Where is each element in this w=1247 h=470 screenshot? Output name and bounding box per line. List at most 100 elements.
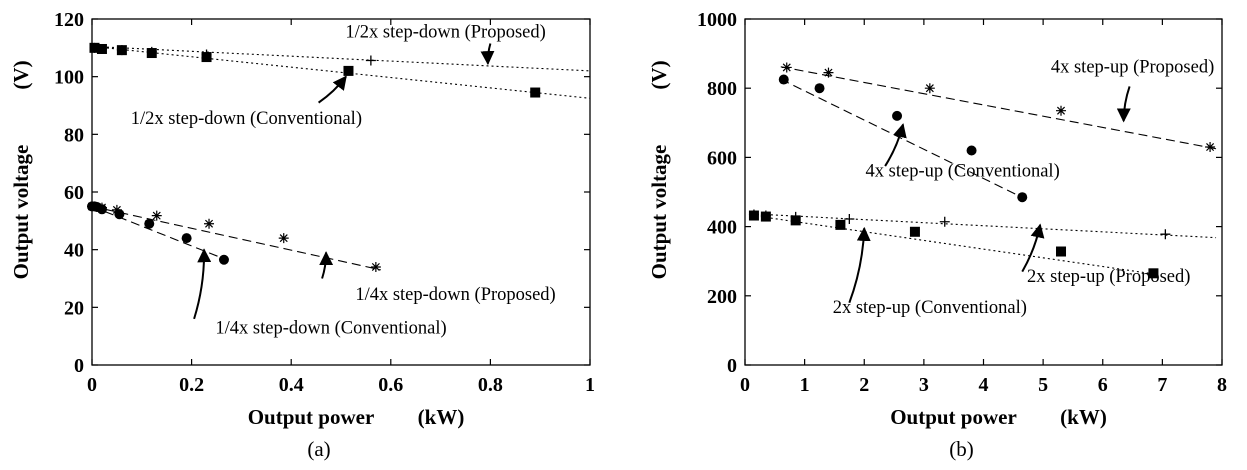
- marker-circle: [144, 218, 155, 229]
- annotation-3: 2x step-up (Proposed): [1021, 223, 1190, 287]
- y-tick-label: 60: [64, 182, 84, 204]
- annotation-label: 4x step-up (Proposed): [1051, 58, 1214, 78]
- annotation-2: 4x step-up (Conventional): [866, 123, 1060, 181]
- y-axis-unit: (V): [9, 60, 33, 89]
- y-tick-label: 120: [54, 9, 84, 31]
- series-3: [87, 201, 381, 272]
- series-line: [91, 205, 381, 271]
- marker-square: [530, 87, 541, 98]
- marker-square: [1148, 268, 1159, 279]
- marker-plus: [844, 213, 855, 224]
- x-tick-label: 4: [979, 374, 989, 396]
- annotation-arrow: [1116, 86, 1131, 123]
- y-axis-label: Output voltage: [9, 145, 33, 280]
- marker-asterisk: [204, 218, 215, 229]
- marker-plus: [1160, 229, 1171, 240]
- x-tick-label: 0: [87, 374, 97, 396]
- x-tick-label: 8: [1217, 374, 1227, 396]
- panel-caption: (b): [949, 437, 974, 461]
- marker-circle: [1017, 192, 1028, 203]
- annotation-arrow: [1021, 223, 1045, 273]
- marker-square: [748, 210, 759, 221]
- annotation-arrow: [848, 226, 871, 304]
- x-tick-label: 1: [800, 374, 810, 396]
- marker-circle: [966, 145, 977, 156]
- marker-square: [146, 48, 157, 59]
- y-tick-label: 600: [707, 147, 737, 169]
- marker-square: [343, 65, 354, 76]
- marker-circle: [778, 74, 789, 85]
- annotation-1: 1/2x step-down (Proposed): [345, 23, 546, 66]
- marker-square: [909, 226, 920, 237]
- marker-plus: [939, 216, 950, 227]
- y-tick-label: 400: [707, 217, 737, 239]
- annotation-4: 1/4x step-down (Conventional): [193, 248, 447, 338]
- marker-square: [89, 42, 100, 53]
- series-1: [89, 42, 591, 72]
- y-tick-label: 80: [64, 124, 84, 146]
- x-tick-label: 0.8: [478, 374, 503, 396]
- marker-asterisk: [823, 67, 834, 78]
- marker-asterisk: [278, 233, 289, 244]
- series-line: [780, 66, 1217, 150]
- x-tick-label: 3: [919, 374, 929, 396]
- marker-square: [790, 215, 801, 226]
- x-axis-label: Output power: [890, 405, 1017, 429]
- series-4: [87, 201, 229, 265]
- marker-circle: [892, 110, 903, 121]
- marker-circle: [218, 254, 229, 265]
- y-tick-label: 1000: [697, 9, 737, 31]
- x-tick-label: 0.4: [279, 374, 304, 396]
- x-tick-label: 7: [1157, 374, 1167, 396]
- marker-asterisk: [781, 62, 792, 73]
- series-1: [780, 62, 1217, 153]
- series-2: [89, 42, 591, 99]
- x-axis-unit: (kW): [418, 405, 465, 429]
- marker-square: [835, 219, 846, 230]
- annotation-2: 1/2x step-down (Conventional): [131, 75, 362, 129]
- marker-asterisk: [370, 261, 381, 272]
- annotation-3: 1/4x step-down (Proposed): [319, 251, 556, 305]
- series-line: [91, 205, 227, 261]
- series-line: [750, 214, 1157, 275]
- annotation-4: 2x step-up (Conventional): [833, 226, 1027, 318]
- y-tick-label: 20: [64, 297, 84, 319]
- annotation-1: 4x step-up (Proposed): [1051, 58, 1214, 123]
- marker-asterisk: [1205, 142, 1216, 153]
- marker-square: [116, 45, 127, 56]
- annotation-label: 4x step-up (Conventional): [866, 161, 1060, 181]
- x-tick-label: 0.6: [378, 374, 403, 396]
- y-axis-label: Output voltage: [647, 145, 671, 280]
- annotation-arrow: [193, 248, 212, 320]
- y-tick-label: 0: [74, 355, 84, 377]
- marker-square: [96, 43, 107, 54]
- marker-square: [1056, 246, 1067, 257]
- annotation-arrow: [884, 123, 907, 167]
- x-tick-label: 0: [740, 374, 750, 396]
- series-3: [748, 209, 1217, 240]
- annotation-label: 1/4x step-down (Conventional): [215, 318, 446, 338]
- annotation-arrow: [480, 43, 495, 66]
- x-tick-label: 5: [1038, 374, 1048, 396]
- y-tick-label: 100: [54, 67, 84, 89]
- y-tick-label: 800: [707, 78, 737, 100]
- marker-circle: [96, 204, 107, 215]
- annotation-label: 1/4x step-down (Proposed): [355, 285, 555, 305]
- annotation-arrow: [319, 251, 334, 279]
- series-2: [778, 74, 1028, 203]
- annotation-label: 2x step-up (Conventional): [833, 298, 1027, 318]
- annotation-arrow: [318, 75, 347, 104]
- series-line: [91, 45, 591, 99]
- x-axis-unit: (kW): [1060, 405, 1107, 429]
- x-tick-label: 0.2: [179, 374, 204, 396]
- y-tick-label: 0: [727, 355, 737, 377]
- chart-panel-1: 0 0.2 0.4 0.6 0.8 1 0 20 40 60 80 100 120 Output powe…: [9, 9, 595, 461]
- plot-frame: [91, 18, 591, 366]
- marker-asterisk: [151, 210, 162, 221]
- series-4: [748, 210, 1159, 279]
- marker-circle: [814, 83, 825, 94]
- x-tick-label: 2: [859, 374, 869, 396]
- x-tick-label: 6: [1098, 374, 1108, 396]
